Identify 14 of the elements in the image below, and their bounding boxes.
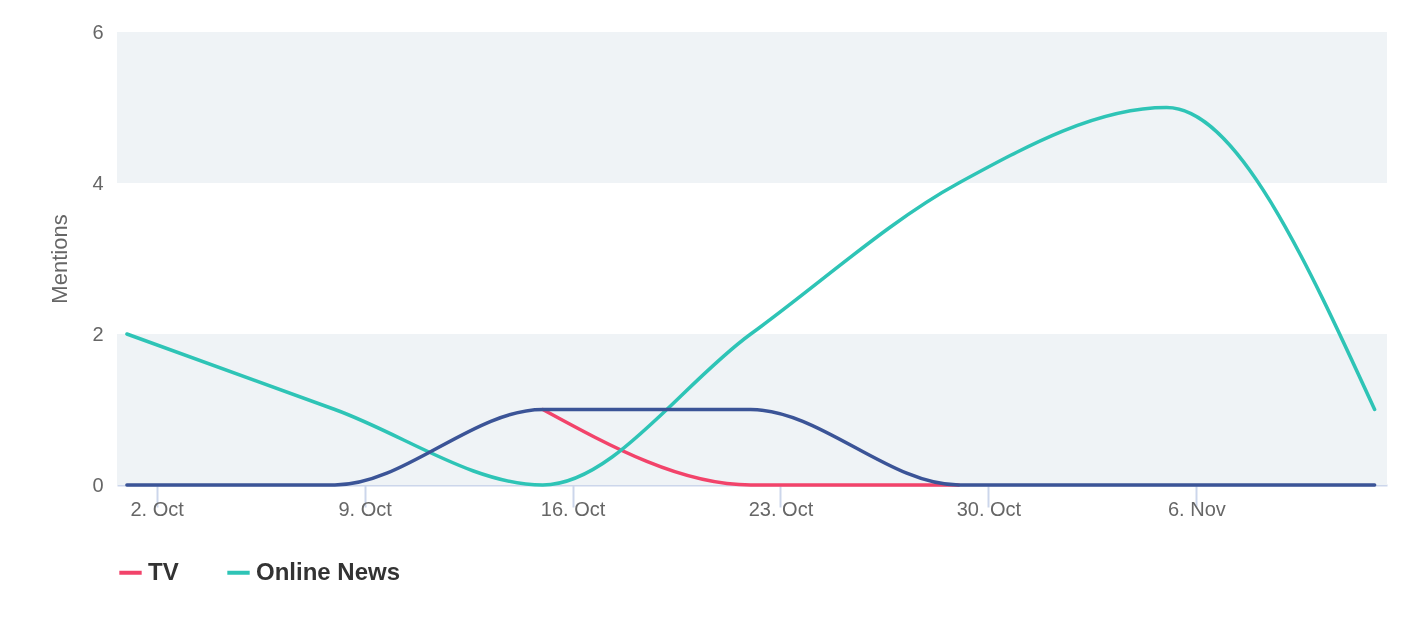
x-tick-label: 30. Oct (956, 497, 1022, 520)
x-tick-label: 23. Oct (748, 497, 814, 520)
y-tick-label: 0 (92, 473, 104, 496)
line-series (125, 105, 1377, 487)
y-tick-label: 2 (92, 322, 104, 345)
y-tick-label: 6 (92, 20, 104, 43)
x-tick-label: 6. Nov (1167, 497, 1226, 520)
y-tick-label: 4 (92, 171, 104, 194)
x-tick-label: 9. Oct (338, 497, 393, 520)
legend-label: Online News (256, 557, 401, 585)
y-axis-title: Mentions (47, 214, 73, 304)
x-tick-label: 16. Oct (540, 497, 606, 520)
legend-label: TV (148, 557, 179, 585)
x-tick-label: 2. Oct (130, 497, 185, 520)
